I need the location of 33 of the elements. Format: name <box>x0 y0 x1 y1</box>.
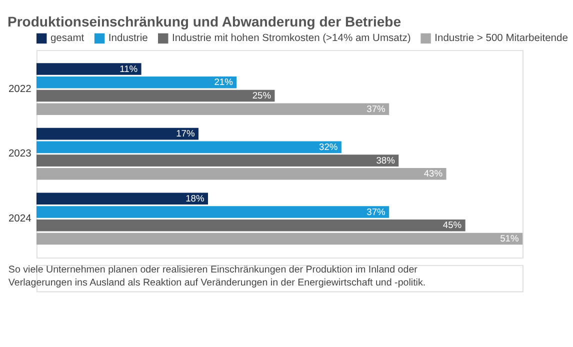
data-label: 37% <box>366 206 386 217</box>
data-label: 43% <box>424 168 443 179</box>
data-label: 37% <box>366 104 386 114</box>
text: So viele Unternehmen planen oder realisieren Einschränkungen der Produktion im Inland oder Verlagerungen ins Ausland als Reaktion auf Veränderungen in der Energiewirtschaft und -politik. <box>8 264 426 289</box>
bar <box>36 141 342 154</box>
legend-label: Industrie <box>108 33 148 44</box>
legend-label: gesamt <box>50 33 84 44</box>
bar <box>36 206 390 218</box>
bar <box>36 168 446 180</box>
chart-title: Produktionseinschränkung und Abwanderung der Betriebe <box>8 14 402 30</box>
bar <box>36 154 399 166</box>
bar <box>36 192 208 205</box>
legend-label: Industrie > 500 Mitarbeitende <box>434 33 568 44</box>
data-label: 45% <box>442 220 462 230</box>
bar <box>36 220 466 232</box>
data-label: 25% <box>252 90 271 101</box>
y-tick-label: 2024 <box>8 214 32 225</box>
bar <box>36 128 198 140</box>
bar <box>36 63 142 75</box>
y-tick-label: 2023 <box>8 148 32 160</box>
data-label: 11% <box>120 64 138 74</box>
data-label: 18% <box>186 193 204 204</box>
bar <box>36 90 275 102</box>
data-label: 32% <box>319 142 338 152</box>
legend-label: Industrie mit hohen Stromkosten (>14% am Umsatz) <box>172 33 411 44</box>
bar <box>36 76 237 88</box>
bar <box>36 232 523 245</box>
data-label: 17% <box>176 128 195 139</box>
y-tick-label: 2022 <box>8 84 32 95</box>
data-label: 21% <box>214 77 233 88</box>
data-label: 38% <box>376 155 395 166</box>
data-label: 51% <box>500 234 519 244</box>
bar <box>36 103 390 115</box>
